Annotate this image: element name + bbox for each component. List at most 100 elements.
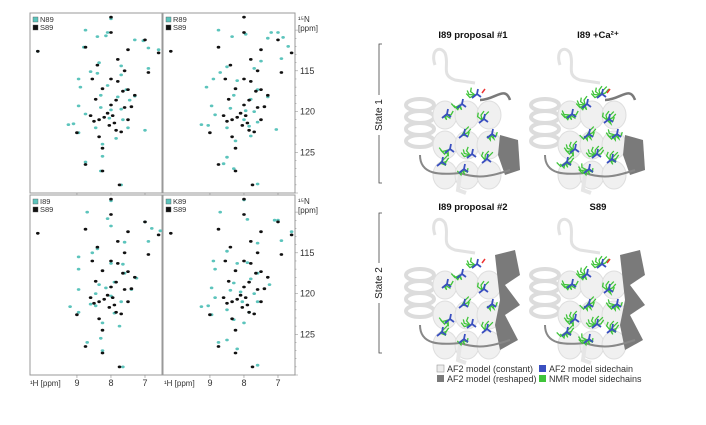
nmr-sidechain <box>577 336 588 342</box>
helix-constant <box>580 174 592 195</box>
peak-k89 <box>267 283 272 286</box>
plot-frame <box>29 12 163 194</box>
nmr-sidechain <box>614 134 621 142</box>
nmr-sidechain <box>587 319 596 326</box>
peak-r89 <box>221 162 226 166</box>
af2-sidechain <box>471 88 482 99</box>
x-tick-label: 9 <box>207 378 212 388</box>
loop-constant <box>557 47 601 85</box>
peak-s89 <box>245 121 250 125</box>
nmr-sidechain <box>583 265 588 276</box>
peak-r89 <box>232 167 236 171</box>
nmr-sidechain <box>469 87 476 96</box>
nmr-sidechain <box>572 140 578 151</box>
peak-n89 <box>114 137 118 140</box>
peak-s89 <box>107 306 112 309</box>
peak-n89 <box>71 122 76 126</box>
nmr-sidechain <box>579 97 586 106</box>
nmr-sidechain <box>458 104 463 111</box>
nmr-sidechain <box>465 146 471 156</box>
peak-r89 <box>209 104 214 108</box>
af2-sidechain <box>581 98 592 109</box>
peak-k89 <box>213 267 217 271</box>
nmr-sidechain <box>581 163 588 171</box>
peak-k89 <box>272 218 277 222</box>
nmr-sidechain <box>606 119 613 127</box>
peak-s89 <box>133 93 137 97</box>
nmr-sidechain <box>605 302 616 308</box>
y-tick-label: 115 <box>300 66 314 76</box>
x-axis-label: ¹H [ppm] <box>30 379 61 388</box>
structure-panels <box>404 47 645 365</box>
peak-k89 <box>199 305 204 308</box>
peak-s89 <box>259 230 263 234</box>
peak-s89 <box>100 328 105 332</box>
peak-i89 <box>100 321 105 325</box>
peak-s89 <box>109 31 113 34</box>
af2-sidechain <box>606 323 617 334</box>
nmr-sidechain <box>576 270 586 276</box>
peak-s89 <box>225 301 229 305</box>
legend-swatch <box>165 24 172 31</box>
peak-n89 <box>105 31 110 34</box>
y-axis-label: ¹⁵N <box>298 197 310 206</box>
y-tick-label: 125 <box>300 147 315 157</box>
peak-n89 <box>126 126 130 130</box>
peak-s89 <box>116 262 120 265</box>
plot-frame <box>162 12 296 194</box>
peak-s89 <box>235 297 239 301</box>
af2-sidechain <box>456 268 467 279</box>
peak-s89 <box>117 183 122 187</box>
protein-structure <box>404 217 520 365</box>
nmr-sidechain <box>605 280 610 291</box>
peak-s89 <box>266 275 270 279</box>
peak-k89 <box>245 261 250 264</box>
peak-i89 <box>121 262 125 266</box>
peak-r89 <box>233 139 238 143</box>
peak-r89 <box>211 77 216 81</box>
nmr-sidechain <box>460 322 471 328</box>
peak-k89 <box>216 341 221 344</box>
legend-label: S89 <box>173 205 186 214</box>
nmr-sidechain <box>480 151 486 161</box>
protein-structure <box>529 217 645 365</box>
peak-s89 <box>230 118 234 122</box>
peak-s89 <box>221 114 226 117</box>
peak-s89 <box>129 287 134 291</box>
peak-r89 <box>218 71 222 74</box>
peak-s89 <box>247 280 251 284</box>
af2-sidechain <box>444 143 455 154</box>
peak-s89 <box>88 296 93 299</box>
peak-s89 <box>114 98 118 102</box>
peak-s89 <box>276 38 280 42</box>
oxygen-atom <box>481 258 486 264</box>
peak-s89 <box>109 259 113 263</box>
legend-label: S89 <box>40 205 53 214</box>
nmr-sidechain <box>607 299 616 306</box>
legend-swatch <box>165 198 172 205</box>
peak-s89 <box>259 270 263 273</box>
af2-sidechain <box>561 156 572 167</box>
peak-s89 <box>235 115 239 119</box>
helix-constant <box>455 344 467 365</box>
peak-s89 <box>90 77 95 81</box>
peak-r89 <box>269 31 274 34</box>
peak-s89 <box>238 111 243 115</box>
peak-s89 <box>242 31 246 34</box>
nmr-sidechain <box>585 322 596 328</box>
peak-s89 <box>233 269 238 273</box>
peak-s89 <box>233 351 238 355</box>
af2-sidechain <box>583 298 594 309</box>
nmr-sidechain <box>579 267 586 276</box>
peak-s89 <box>250 365 255 369</box>
peak-s89 <box>262 287 267 291</box>
peak-k89 <box>225 308 229 312</box>
peak-k89 <box>218 210 222 214</box>
peak-s89 <box>117 365 122 369</box>
peak-s89 <box>259 118 263 122</box>
nmr-sidechain <box>583 274 588 281</box>
peak-s89 <box>105 111 110 115</box>
peak-s89 <box>262 105 267 109</box>
